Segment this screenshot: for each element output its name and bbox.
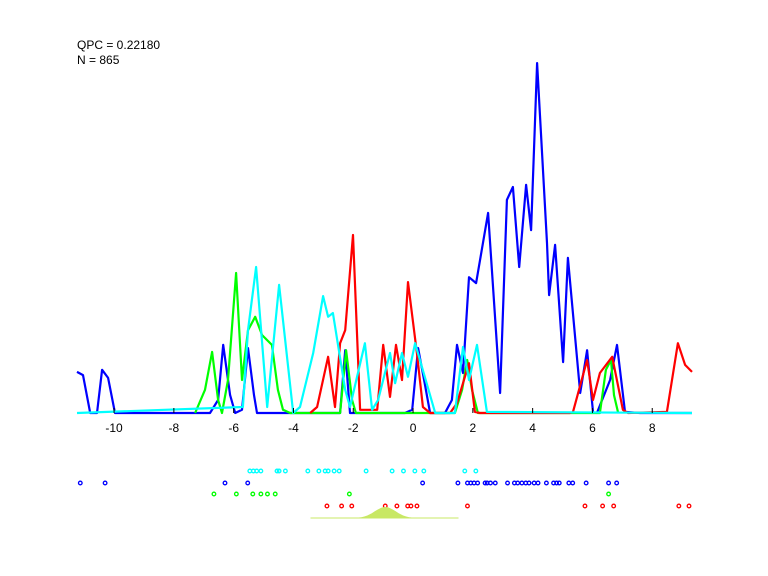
- rug-point: [535, 480, 541, 486]
- rug-point: [102, 480, 108, 486]
- rug-point: [394, 503, 400, 509]
- rug-point: [414, 503, 420, 509]
- x-tick-label: 2: [470, 421, 477, 435]
- x-tick-label: 6: [589, 421, 596, 435]
- rug-point: [346, 491, 352, 497]
- rug-point: [606, 491, 612, 497]
- rug-point: [222, 480, 228, 486]
- rug-point: [611, 503, 617, 509]
- rug-point: [331, 468, 337, 474]
- rug-point: [475, 480, 481, 486]
- rug-point: [363, 468, 369, 474]
- rug-point: [77, 480, 83, 486]
- rug-point: [272, 491, 278, 497]
- rug-point: [305, 468, 311, 474]
- rug-point: [614, 480, 620, 486]
- rug-point: [583, 480, 589, 486]
- rug-point: [324, 503, 330, 509]
- rug-point: [325, 468, 331, 474]
- rug-point: [349, 503, 355, 509]
- rug-plot: [77, 468, 692, 509]
- n-label: N = 865: [77, 53, 120, 67]
- rug-point: [556, 480, 562, 486]
- rug-point: [531, 480, 537, 486]
- rug-point: [250, 491, 256, 497]
- rug-point: [566, 480, 572, 486]
- rug-point: [473, 468, 479, 474]
- x-tick-label: 8: [649, 421, 656, 435]
- qpc-label: QPC = 0.22180: [77, 38, 161, 52]
- rug-point: [401, 468, 406, 474]
- rug-point: [519, 480, 525, 486]
- rug-point: [482, 480, 488, 486]
- density-series-3: [76, 265, 693, 415]
- x-tick-label: -6: [228, 421, 239, 435]
- rug-point: [339, 503, 345, 509]
- rug-point: [421, 468, 427, 474]
- x-axis: -10 -8 -6 -4 -2 0 2 4 6 8: [105, 408, 656, 435]
- x-tick-label: -2: [348, 421, 359, 435]
- rug-point: [488, 480, 493, 486]
- x-tick-label: -8: [169, 421, 180, 435]
- rug-point: [462, 468, 468, 474]
- rug-point: [686, 503, 692, 509]
- rug-point: [316, 468, 322, 474]
- x-tick-label: 4: [529, 421, 536, 435]
- rug-point: [245, 480, 251, 486]
- rug-point: [276, 468, 282, 474]
- rug-point: [420, 480, 426, 486]
- density-series-0: [76, 61, 692, 415]
- rug-point: [412, 468, 418, 474]
- rug-point: [408, 503, 414, 509]
- rug-point: [554, 480, 560, 486]
- rug-point: [570, 480, 576, 486]
- rug-point: [455, 480, 461, 486]
- rug-point: [211, 491, 217, 497]
- rug-point: [264, 491, 270, 497]
- density-curves: [76, 61, 693, 415]
- x-tick-label: -10: [105, 421, 123, 435]
- x-tick-label: 0: [410, 421, 417, 435]
- x-tick-label: -4: [288, 421, 299, 435]
- rug-point: [465, 503, 470, 509]
- rug-point: [606, 480, 612, 486]
- rug-point: [258, 468, 264, 474]
- rug-point: [274, 468, 280, 474]
- rug-point: [282, 468, 288, 474]
- rug-point: [505, 480, 510, 486]
- rug-point: [258, 491, 264, 497]
- rug-point: [254, 468, 260, 474]
- rug-point: [389, 468, 395, 474]
- rug-point: [233, 491, 239, 497]
- rug-point: [582, 503, 588, 509]
- rug-point: [676, 503, 682, 509]
- hump-area: [310, 507, 459, 519]
- rug-point: [515, 480, 521, 486]
- rug-point: [492, 480, 498, 486]
- hump-shape: [310, 507, 459, 518]
- rug-point: [336, 468, 342, 474]
- rug-point: [526, 480, 532, 486]
- rug-point: [600, 503, 606, 509]
- rug-point: [543, 480, 549, 486]
